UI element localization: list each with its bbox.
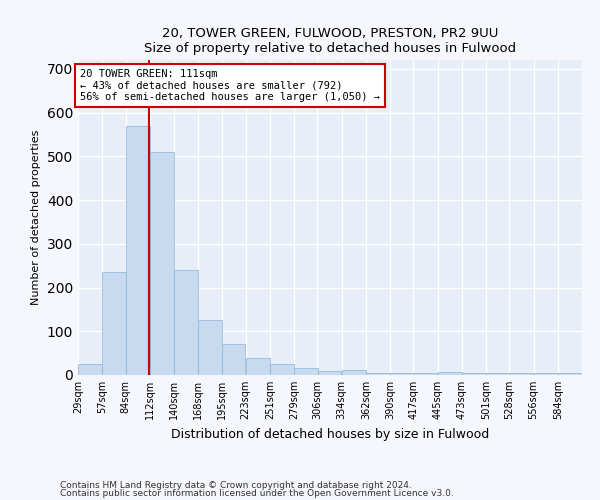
Bar [246, 358, 270, 375]
Bar [462, 373, 486, 375]
Bar [413, 373, 437, 375]
Bar [174, 270, 198, 375]
Bar [270, 364, 294, 375]
Bar [103, 272, 126, 375]
Bar [366, 373, 390, 375]
Bar [126, 126, 149, 375]
Bar [486, 373, 510, 375]
Bar [558, 373, 582, 375]
Y-axis label: Number of detached properties: Number of detached properties [31, 130, 41, 305]
Bar [78, 364, 102, 375]
Bar [390, 373, 414, 375]
Text: Contains public sector information licensed under the Open Government Licence v3: Contains public sector information licen… [60, 489, 454, 498]
Title: 20, TOWER GREEN, FULWOOD, PRESTON, PR2 9UU
Size of property relative to detached: 20, TOWER GREEN, FULWOOD, PRESTON, PR2 9… [144, 26, 516, 54]
Bar [317, 370, 341, 375]
Text: 20 TOWER GREEN: 111sqm
← 43% of detached houses are smaller (792)
56% of semi-de: 20 TOWER GREEN: 111sqm ← 43% of detached… [80, 68, 380, 102]
Bar [222, 344, 245, 375]
X-axis label: Distribution of detached houses by size in Fulwood: Distribution of detached houses by size … [171, 428, 489, 440]
Bar [534, 373, 557, 375]
Text: Contains HM Land Registry data © Crown copyright and database right 2024.: Contains HM Land Registry data © Crown c… [60, 480, 412, 490]
Bar [295, 368, 318, 375]
Bar [150, 152, 174, 375]
Bar [509, 373, 533, 375]
Bar [438, 372, 461, 375]
Bar [199, 320, 222, 375]
Bar [342, 370, 365, 375]
